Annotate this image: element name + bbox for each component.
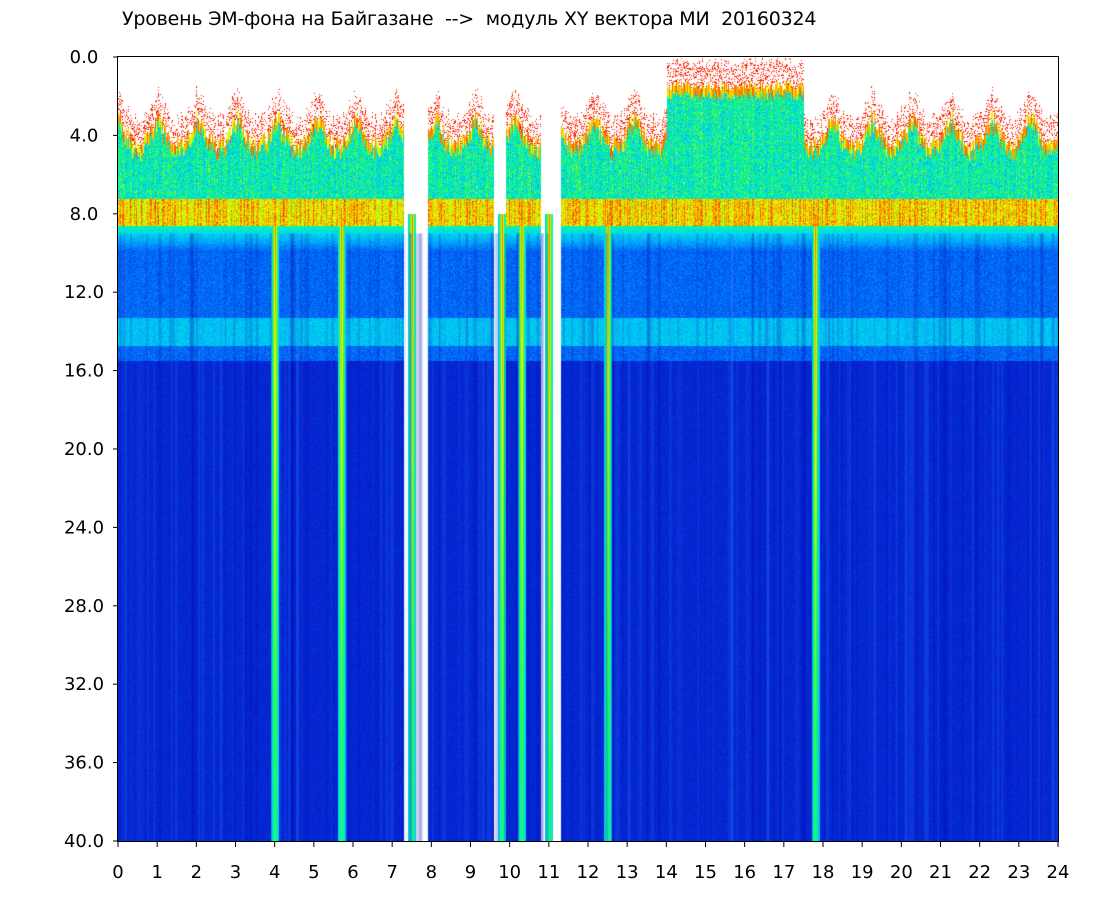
x-tick-label: 0 [112,862,123,883]
y-tick-label: 4.0 [70,125,99,146]
y-tick-label: 12.0 [64,282,104,303]
x-tick-label: 16 [733,862,756,883]
x-tick-label: 23 [1007,862,1030,883]
x-tick-label: 8 [426,862,437,883]
y-tick-label: 40.0 [64,831,104,852]
spectrogram-image [118,57,1058,841]
x-tick-label: 19 [851,862,874,883]
x-tick-label: 12 [577,862,600,883]
y-tick-label: 36.0 [64,753,104,774]
x-tick-label: 5 [308,862,319,883]
x-tick-label: 13 [616,862,639,883]
x-tick-label: 18 [812,862,835,883]
x-tick-label: 17 [772,862,795,883]
x-tick-label: 21 [929,862,952,883]
y-tick-label: 0.0 [70,47,99,68]
y-tick-label: 32.0 [64,674,104,695]
y-tick-label: 8.0 [70,204,99,225]
x-tick-label: 14 [655,862,678,883]
x-axis: 0 1 2 3 4 5 6 7 8 9 10 11 12 13 14 15 16 17 18 19 20 21 22 23 24 [112,841,1069,883]
x-tick-label: 7 [386,862,397,883]
chart-title: Уровень ЭМ-фона на Байгазане --> модуль … [122,8,817,30]
x-tick-label: 6 [347,862,358,883]
x-tick-label: 3 [230,862,241,883]
x-tick-label: 20 [890,862,913,883]
y-tick-label: 16.0 [64,361,104,382]
x-tick-label: 11 [537,862,560,883]
x-tick-label: 2 [191,862,202,883]
y-axis: 0.0 4.0 8.0 12.0 16.0 20.0 24.0 28.0 32.0 36.0 40.… [64,47,118,852]
x-tick-label: 24 [1047,862,1070,883]
x-tick-label: 10 [498,862,521,883]
y-tick-label: 20.0 [64,439,104,460]
x-tick-label: 9 [465,862,476,883]
x-tick-label: 4 [269,862,280,883]
plot-border [117,56,1059,842]
x-tick-label: 22 [968,862,991,883]
y-tick-label: 28.0 [64,596,104,617]
y-tick-label: 24.0 [64,517,104,538]
x-tick-label: 15 [694,862,717,883]
x-tick-label: 1 [151,862,162,883]
